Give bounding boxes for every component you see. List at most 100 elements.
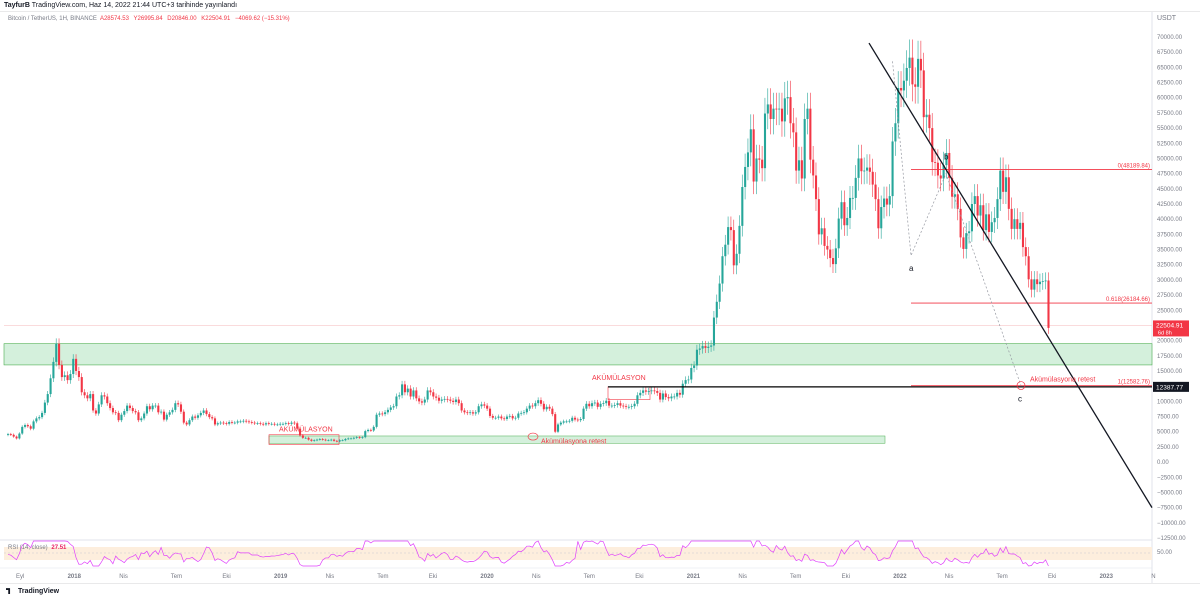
y-tick-label: 62500.00 [1157, 81, 1183, 87]
candle [840, 202, 843, 219]
candle [395, 396, 398, 407]
candle [812, 159, 815, 176]
candle [15, 436, 18, 439]
candle [392, 406, 395, 408]
candle [347, 438, 350, 440]
candle [287, 423, 290, 425]
candle [755, 158, 758, 182]
candle [959, 208, 962, 238]
candle [525, 408, 528, 413]
candle [863, 170, 866, 172]
y-tick-label: 70000.00 [1157, 35, 1183, 41]
candle [888, 196, 891, 205]
candle [245, 420, 248, 422]
candle [239, 421, 242, 423]
retest-label-2020: Akümülasyona retest [541, 438, 606, 445]
candle [253, 422, 256, 424]
candle [327, 440, 330, 442]
candle [52, 361, 55, 379]
candle [837, 218, 840, 249]
candle [503, 418, 506, 420]
candle [1021, 222, 1025, 248]
candle [403, 384, 406, 393]
candle [182, 411, 185, 423]
candle [398, 395, 401, 397]
candle [727, 227, 730, 245]
candle [775, 108, 778, 110]
candle [834, 248, 837, 265]
candle [213, 418, 217, 425]
candle [259, 423, 262, 425]
candle [449, 399, 452, 401]
candle [1027, 256, 1030, 280]
candle [301, 435, 304, 438]
candle [917, 58, 920, 87]
candle [205, 410, 208, 415]
candle [667, 397, 670, 399]
candle [800, 160, 803, 179]
candle [69, 374, 72, 381]
candle [21, 426, 24, 434]
y-tick-label: −5000.00 [1157, 490, 1183, 496]
candle [440, 399, 443, 401]
x-tick-label: N [1151, 574, 1155, 580]
candle [571, 417, 574, 421]
support-zone [3, 343, 1153, 366]
x-tick-label: Eki [1048, 574, 1056, 580]
y-tick-label: 65000.00 [1157, 65, 1183, 71]
x-tick-label: Nis [532, 574, 541, 580]
candle [97, 404, 100, 414]
candle [914, 84, 917, 87]
candle [789, 97, 792, 124]
candle [1036, 279, 1039, 285]
wave-b-label: b [944, 153, 949, 162]
candle [761, 159, 764, 169]
candle [9, 434, 12, 435]
candle [956, 194, 959, 209]
candle [1010, 208, 1013, 229]
retest-marker-2020 [527, 432, 539, 441]
candle [432, 392, 435, 397]
candle [120, 414, 123, 421]
candle [715, 301, 718, 318]
candle [806, 108, 809, 119]
candle [718, 283, 721, 302]
x-tick-label: Tem [377, 574, 388, 580]
candle [1041, 281, 1044, 282]
candle [185, 422, 188, 425]
y-tick-label: 45000.00 [1157, 187, 1183, 193]
x-tick-label: Tem [171, 574, 182, 580]
candle [783, 98, 786, 122]
candle [500, 416, 503, 419]
candle [228, 422, 231, 424]
candle [72, 358, 75, 375]
candle [1004, 177, 1008, 192]
candle [145, 406, 149, 414]
candle [134, 411, 137, 413]
candle [556, 424, 560, 432]
candle [831, 258, 835, 265]
candle [350, 438, 353, 440]
candle [128, 405, 132, 409]
candle [262, 423, 265, 425]
candle [644, 390, 647, 392]
candle [412, 390, 415, 397]
rsi-value: 27.51 [51, 545, 67, 551]
candle [55, 343, 58, 362]
candle [517, 413, 520, 418]
candle [137, 412, 140, 421]
candle [866, 167, 869, 171]
candle [539, 400, 543, 404]
candle [211, 417, 214, 419]
candle [911, 57, 914, 85]
candle [497, 416, 500, 418]
candle [179, 404, 183, 412]
candle [848, 197, 852, 218]
candle [38, 417, 41, 419]
candle [953, 194, 956, 197]
candle [381, 413, 384, 415]
candle [925, 114, 928, 118]
candle [934, 162, 937, 163]
candle [165, 414, 168, 420]
